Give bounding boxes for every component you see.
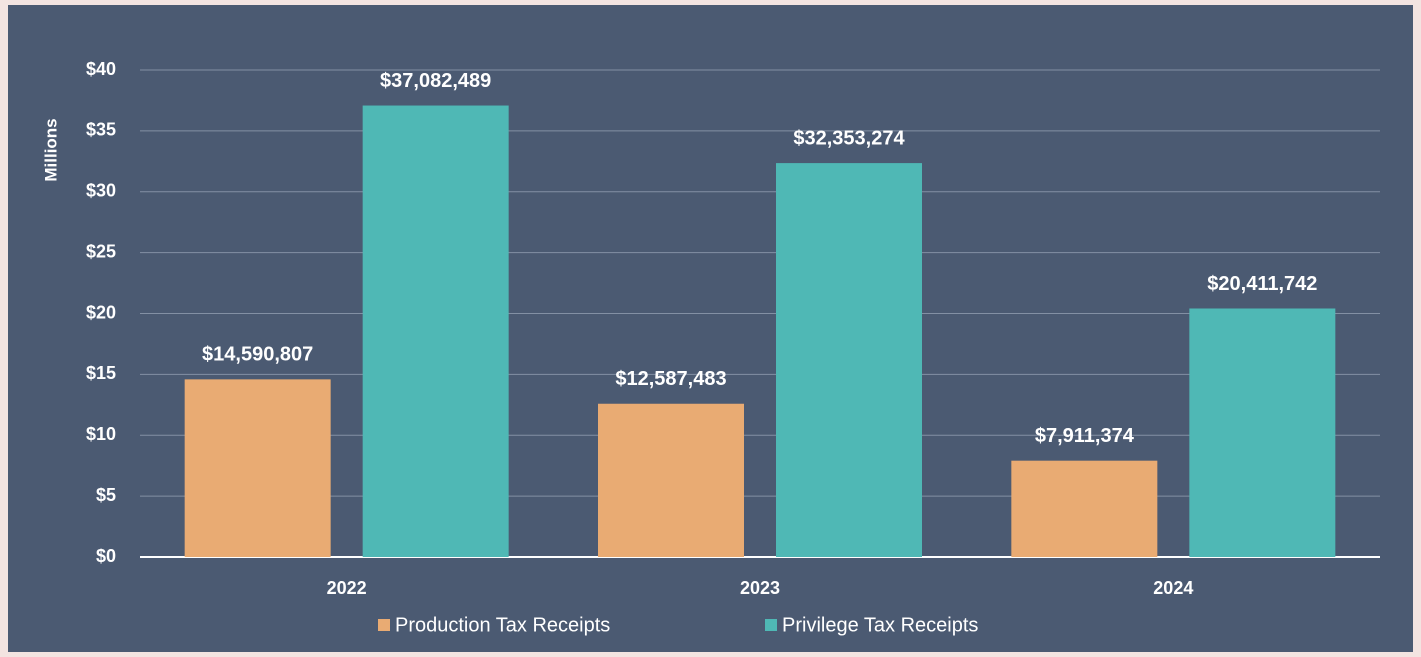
x-tick-label: 2023 [740,578,780,598]
y-tick-label: $30 [86,181,116,201]
y-tick-label: $20 [86,302,116,322]
y-tick-label: $25 [86,241,116,261]
bar [1011,461,1157,557]
y-axis-label: Millions [41,118,60,181]
y-tick-label: $35 [86,120,116,140]
chart: Millions $0 $5 $10 $15 $20 $25 $30 $35 $40 2022 $1… [0,0,1421,657]
x-tick-label: 2022 [327,578,367,598]
legend-swatch [765,619,777,631]
y-tick-label: $5 [96,485,116,505]
bar [1189,308,1335,557]
data-label: $12,587,483 [615,368,726,390]
x-tick-label: 2024 [1153,578,1193,598]
y-tick-label: $15 [86,363,116,383]
y-tick-label: $40 [86,59,116,79]
data-label: $14,590,807 [202,344,313,366]
legend-label: Privilege Tax Receipts [782,614,978,636]
data-label: $20,411,742 [1207,273,1317,295]
data-label: $7,911,374 [1035,425,1135,447]
data-label: $32,353,274 [793,127,905,149]
y-tick-label: $0 [96,546,116,566]
page: Millions $0 $5 $10 $15 $20 $25 $30 $35 $40 2022 $1… [0,0,1421,657]
y-tick-label: $10 [86,424,116,444]
bar [598,404,744,557]
bar [363,106,509,557]
bar [776,163,922,557]
bar [185,379,331,557]
legend-label: Production Tax Receipts [395,614,610,636]
data-label: $37,082,489 [380,70,491,92]
legend-swatch [378,619,390,631]
